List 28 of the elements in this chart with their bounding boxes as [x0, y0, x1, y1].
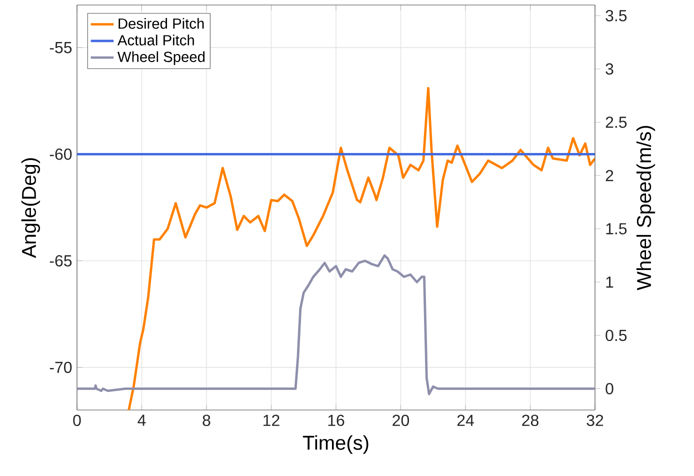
x-tick-label: 32: [586, 414, 604, 426]
y-axis-title: Angle(Deg): [21, 158, 40, 258]
x-tick-label: 28: [522, 414, 538, 426]
y2-tick-label: 1: [606, 276, 614, 288]
x-axis-title: Time(s): [302, 435, 368, 454]
legend-label: Actual Pitch: [117, 34, 194, 46]
x-tick-label: 4: [138, 414, 146, 426]
x-tick-label: 20: [392, 414, 410, 426]
y2-tick-label: 2.5: [606, 116, 627, 128]
x-tick-label: 24: [457, 414, 474, 426]
y2-tick-label: 0.5: [606, 330, 627, 342]
y-tick-label: -70: [50, 362, 72, 374]
x-tick-label: 12: [264, 414, 280, 426]
y2-axis-title: Wheel Speed(m/s): [636, 126, 656, 290]
y-tick-label: -60: [50, 148, 72, 160]
y2-tick-label: 1.5: [606, 223, 627, 234]
y-tick-label: -65: [50, 255, 72, 266]
x-tick-label: 16: [328, 414, 344, 426]
line-series: [128, 86, 595, 410]
x-tick-label: 8: [202, 414, 210, 426]
y2-tick-label: 3: [606, 63, 614, 75]
legend-label: Wheel Speed: [118, 51, 205, 65]
y2-tick-label: 0: [606, 383, 614, 394]
legend-label: Desired Pitch: [118, 18, 204, 29]
x-tick-label: 0: [73, 414, 81, 426]
y2-tick-label: 2: [606, 170, 614, 182]
y-tick-label: -55: [50, 42, 72, 54]
y2-tick-label: 3.5: [606, 10, 627, 22]
